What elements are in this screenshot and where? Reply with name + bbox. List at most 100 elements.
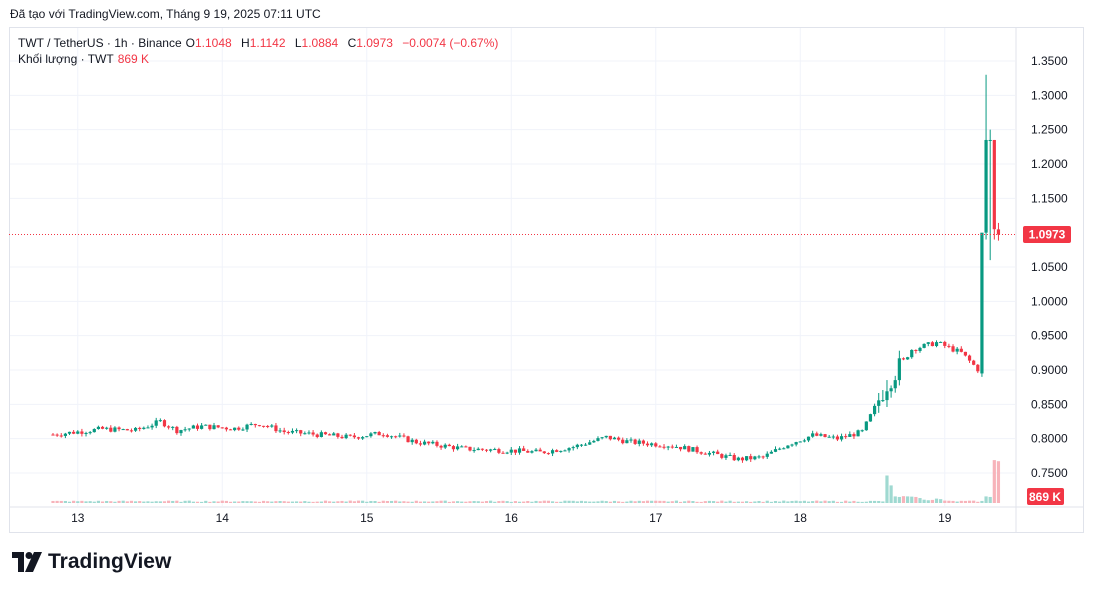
volume-tag-bg	[1027, 488, 1064, 505]
volume-bar	[253, 501, 257, 503]
volume-bar	[356, 500, 361, 503]
volume-bar	[559, 501, 563, 503]
last-price-tag-bg	[1023, 226, 1071, 244]
volume-bar	[369, 500, 373, 503]
volume-bar	[951, 500, 955, 503]
volume-bar	[476, 501, 480, 503]
volume-bar	[381, 500, 385, 503]
candle-body	[972, 360, 976, 365]
candle-body	[307, 432, 311, 434]
volume-bar	[716, 501, 720, 503]
candle-body	[129, 430, 134, 432]
candle-body	[687, 446, 691, 452]
volume-bar	[918, 498, 922, 503]
candle-body	[96, 426, 101, 430]
volume-bar	[798, 501, 802, 503]
candle-body	[187, 428, 191, 430]
volume-bar	[517, 501, 522, 503]
volume-bar	[241, 501, 245, 503]
candle-body	[773, 449, 778, 452]
candle-body	[778, 448, 782, 450]
volume-bar	[778, 501, 782, 503]
legend-high-value: 1.1142	[249, 36, 286, 50]
candle-body	[848, 434, 852, 437]
candle-body	[563, 450, 567, 452]
candle-body	[282, 430, 286, 433]
candle-body	[220, 427, 224, 429]
tradingview-logo-icon	[12, 552, 42, 572]
candle-body	[583, 444, 588, 446]
candle-body	[645, 443, 650, 446]
candle-body	[323, 432, 328, 435]
candle-body	[596, 438, 600, 441]
volume-bar	[864, 501, 868, 503]
volume-bar	[621, 501, 625, 503]
candle-body	[195, 425, 200, 429]
volume-bar	[435, 501, 439, 503]
volume-bar	[740, 501, 745, 503]
legend-symbol[interactable]: TWT / TetherUS · 1h · Binance	[18, 36, 182, 50]
legend-volume-value: 869 K	[117, 52, 150, 66]
volume-bar	[336, 501, 340, 503]
price-tick-label: 0.7500	[1031, 466, 1068, 480]
last-price-tag-text: 1.0973	[1029, 228, 1066, 242]
volume-bar	[844, 500, 848, 503]
volume-bar	[100, 501, 105, 503]
candle-body	[806, 436, 811, 441]
volume-bar	[666, 501, 670, 503]
volume-bar	[63, 500, 67, 503]
candle-body	[881, 400, 885, 402]
volume-bar	[208, 501, 212, 503]
candle-body	[439, 445, 443, 448]
candlestick-chart[interactable]: 1.3500 1.3000 1.2500 1.2000 1.1500 1.0500 1.00…	[0, 0, 1094, 540]
candle-body	[749, 456, 753, 460]
candle-body	[922, 343, 926, 348]
volume-bar	[249, 501, 253, 503]
candle-body	[534, 449, 538, 452]
candle-body	[105, 427, 109, 429]
candle-body	[629, 439, 633, 441]
candle-body	[517, 448, 522, 453]
legend-low-value: 1.0884	[301, 36, 339, 50]
volume-bar	[526, 500, 530, 503]
volume-bar	[270, 501, 274, 503]
volume-bar	[228, 501, 233, 503]
chart-frame[interactable]	[9, 27, 1084, 533]
price-tick-label: 1.0500	[1031, 260, 1068, 274]
candle-body	[526, 450, 530, 453]
candle-body	[468, 446, 472, 451]
volume-bar	[290, 501, 295, 503]
volume-bar	[579, 500, 584, 503]
time-tick-label: 15	[360, 511, 374, 525]
candle-body	[332, 433, 336, 436]
volume-bar	[637, 500, 641, 503]
volume-bar	[422, 501, 427, 503]
volume-bar	[860, 501, 864, 503]
candle-body	[509, 449, 513, 453]
volume-bar	[497, 501, 501, 503]
volume-bar	[633, 501, 637, 503]
volume-bar	[179, 501, 183, 503]
volume-bar	[200, 501, 204, 503]
candle-body	[389, 436, 394, 438]
volume-bar	[596, 501, 600, 503]
volume-bar	[670, 501, 674, 503]
time-tick-label: 16	[505, 511, 519, 525]
tradingview-logo[interactable]: TradingView	[12, 550, 171, 574]
volume-bar	[311, 501, 315, 503]
candle-body	[505, 452, 509, 454]
volume-bar	[274, 501, 278, 503]
volume-bar	[414, 500, 418, 503]
candle-body	[575, 444, 579, 448]
candle-body	[472, 450, 476, 452]
volume-bar	[790, 500, 794, 503]
legend-volume-label[interactable]: Khối lượng · TWT	[18, 52, 114, 66]
volume-bar	[914, 496, 918, 503]
legend-ohlc-row: TWT / TetherUS · 1h · Binance O1.1048 H1…	[18, 35, 498, 51]
volume-bar	[92, 501, 96, 503]
price-tick-label: 1.0000	[1031, 294, 1068, 308]
candle-body	[691, 447, 695, 452]
candle-body	[398, 435, 402, 437]
volume-bar	[418, 501, 423, 503]
candle-body	[480, 448, 484, 450]
